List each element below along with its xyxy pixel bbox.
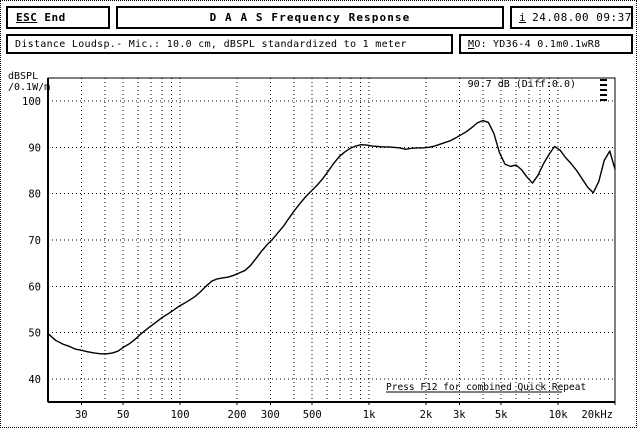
info-timestamp-button[interactable]: i 24.08.00 09:37 <box>510 6 633 29</box>
cursor-marker-indicator <box>600 94 607 96</box>
x-tick-label: 2k <box>420 409 433 421</box>
escape-action-label: End <box>44 11 66 24</box>
page-title: D A A S Frequency Response <box>209 11 411 24</box>
status-row: Distance Loudsp.- Mic.: 10.0 cm, dBSPL s… <box>6 34 633 54</box>
y-tick-label: 90 <box>28 142 41 154</box>
y-tick-label: 60 <box>28 281 41 293</box>
x-tick-label: 200 <box>228 409 247 421</box>
cursor-marker-indicator <box>600 99 607 101</box>
measurement-info-label: Distance Loudsp.- Mic.: 10.0 cm, dBSPL s… <box>15 38 407 50</box>
info-icon: i <box>519 11 527 24</box>
x-tick-label: 500 <box>303 409 322 421</box>
x-tick-label: 1k <box>363 409 376 421</box>
cursor-marker-indicator <box>600 84 607 86</box>
top-toolbar: ESC End D A A S Frequency Response i 24.… <box>6 6 633 29</box>
x-tick-label: 3k <box>453 409 466 421</box>
y-tick-label: 50 <box>28 328 41 340</box>
y-axis-title: dBSPL /0.1W/m <box>8 71 50 93</box>
model-key-label: M <box>468 38 475 50</box>
y-tick-label: 100 <box>22 96 41 108</box>
x-tick-label: 100 <box>171 409 190 421</box>
x-tick-label: 20kHz <box>581 409 613 421</box>
x-tick-label: 300 <box>261 409 280 421</box>
cursor-marker-indicator <box>600 89 607 91</box>
timestamp-label: 24.08.00 09:37 <box>532 11 632 24</box>
y-axis-normalization-label: /0.1W/m <box>8 82 51 93</box>
x-tick-label: 10k <box>549 409 569 421</box>
level-readout-annotation: 90.7 dB (Diff:0.0) <box>468 79 576 90</box>
y-tick-label: 40 <box>28 374 41 386</box>
footer-hint-label: Press F12 for combined Quick Repeat <box>386 382 586 393</box>
y-tick-label: 70 <box>28 235 41 247</box>
x-tick-label: 30 <box>75 409 88 421</box>
window-title-bar: D A A S Frequency Response <box>116 6 504 29</box>
response-curve <box>47 119 616 355</box>
x-tick-label: 5k <box>495 409 508 421</box>
measurement-info-field[interactable]: Distance Loudsp.- Mic.: 10.0 cm, dBSPL s… <box>6 34 453 54</box>
y-tick-label: 80 <box>28 189 41 201</box>
model-selector-field[interactable]: M O: YD36-4 0.1m0.1wR8 <box>459 34 633 54</box>
plot-frame <box>47 77 616 403</box>
frequency-response-plot[interactable]: 100 90 80 70 60 50 40 30 50 100 200 300 500 1k 2k 3k 5k 1… <box>0 60 639 430</box>
model-key-rest-label: O: <box>474 38 487 50</box>
escape-key-label: ESC <box>16 11 38 24</box>
escape-end-button[interactable]: ESC End <box>6 6 110 29</box>
cursor-marker-indicator <box>600 79 607 81</box>
chart-panel: dBSPL /0.1W/m 100 90 80 70 60 50 40 30 50 100 200 3… <box>0 60 639 430</box>
model-value-label: YD36-4 0.1m0.1wR8 <box>492 38 601 50</box>
x-tick-label: 50 <box>117 409 130 421</box>
y-axis-unit-label: dBSPL <box>8 71 39 82</box>
